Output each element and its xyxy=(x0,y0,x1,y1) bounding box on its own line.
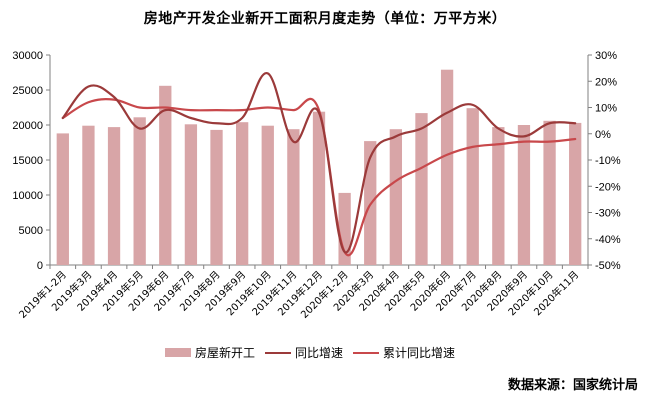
y-left-tick: 15000 xyxy=(12,155,43,167)
legend-item-cum-yoy: 累计同比增速 xyxy=(353,344,455,361)
bar xyxy=(312,111,326,265)
y-right-tick: -10% xyxy=(595,155,621,167)
bar xyxy=(466,108,479,265)
bar xyxy=(287,129,300,265)
bar xyxy=(235,122,249,265)
legend-item-yoy: 同比增速 xyxy=(265,344,343,361)
y-right-tick: 10% xyxy=(595,103,617,115)
line-swatch-icon xyxy=(353,351,380,354)
legend: 房屋新开工 同比增速 累计同比增速 xyxy=(165,344,459,361)
bar xyxy=(82,125,95,265)
bar xyxy=(415,113,428,265)
y-left-tick: 5000 xyxy=(19,225,43,237)
bar xyxy=(210,129,223,265)
chart-title: 房地产开发企业新开工面积月度走势（单位：万平方米） xyxy=(143,11,507,27)
legend-bar-label: 房屋新开工 xyxy=(195,346,256,360)
line-swatch-icon xyxy=(265,351,292,354)
bar-swatch-icon xyxy=(165,348,191,357)
bar xyxy=(569,122,582,266)
y-right-tick: -20% xyxy=(595,181,621,193)
y-left-tick: 30000 xyxy=(12,50,43,62)
data-source: 数据来源：国家统计局 xyxy=(507,378,638,393)
bar xyxy=(440,69,454,265)
bar xyxy=(107,127,121,265)
y-right-tick: -30% xyxy=(595,208,621,220)
y-right-tick: 20% xyxy=(595,76,617,88)
legend-cum-yoy-label: 累计同比增速 xyxy=(383,346,456,360)
legend-item-bar: 房屋新开工 xyxy=(165,344,255,361)
bar xyxy=(492,127,505,265)
bar xyxy=(159,85,172,265)
y-left-tick: 0 xyxy=(37,260,43,272)
y-left-tick: 25000 xyxy=(12,85,43,97)
y-right-tick: 0% xyxy=(595,129,611,141)
y-right-tick: -40% xyxy=(595,234,621,246)
yoy-line xyxy=(61,72,577,254)
bar xyxy=(261,125,274,265)
bar xyxy=(517,125,531,265)
bar xyxy=(543,120,556,265)
y-right-tick: 30% xyxy=(595,50,617,62)
y-left-tick: 20000 xyxy=(12,120,43,132)
legend-yoy-label: 同比增速 xyxy=(295,346,344,360)
bar xyxy=(184,124,198,265)
y-left-tick: 10000 xyxy=(12,190,43,202)
bar xyxy=(56,133,69,265)
bar xyxy=(389,129,403,265)
y-right-tick: -50% xyxy=(595,260,621,272)
bar xyxy=(133,117,146,265)
